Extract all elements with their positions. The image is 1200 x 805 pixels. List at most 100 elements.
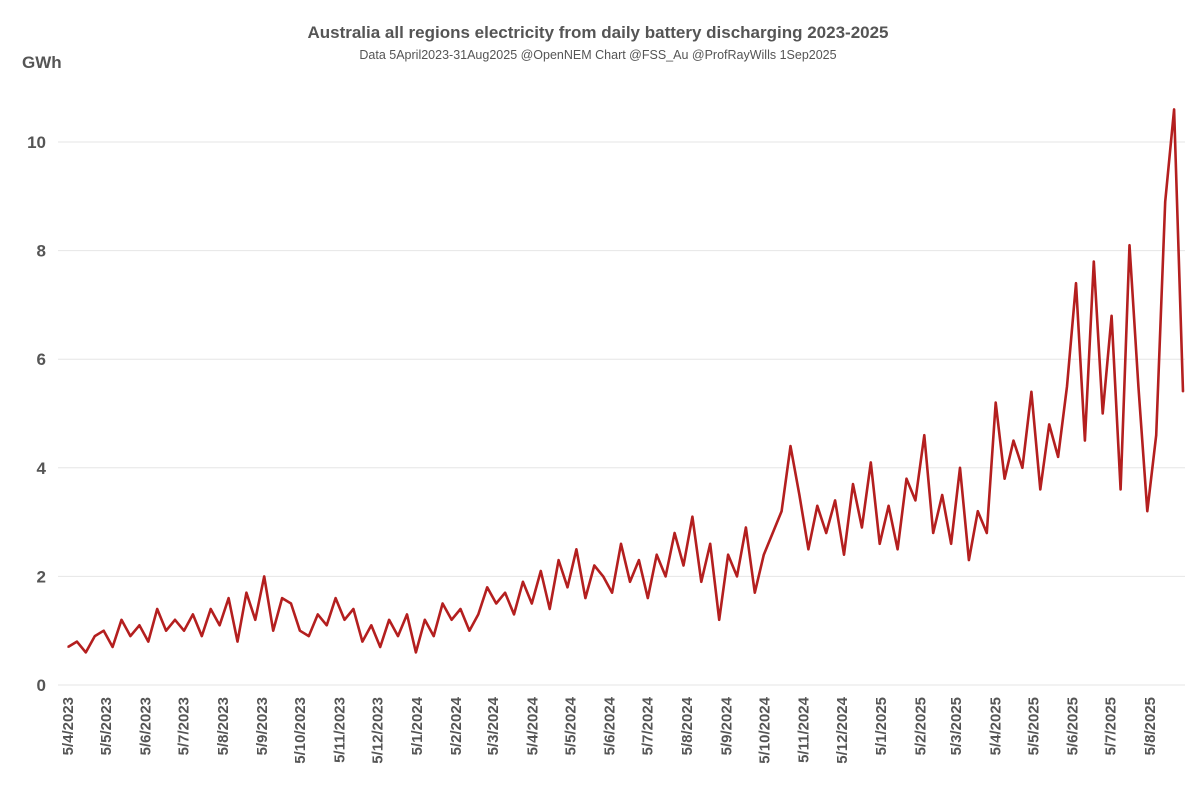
x-tick-label: 5/4/2023 — [60, 697, 77, 755]
data-point — [700, 581, 703, 583]
data-point — [1155, 434, 1158, 437]
data-point — [638, 559, 640, 561]
data-point — [415, 651, 417, 654]
data-point — [209, 608, 212, 610]
x-tick-label: 5/9/2024 — [718, 696, 735, 755]
data-point — [1173, 108, 1175, 111]
data-point — [789, 445, 792, 447]
y-tick-label: 2 — [37, 567, 46, 586]
x-tick-label: 5/7/2024 — [640, 696, 657, 755]
data-point — [1030, 390, 1033, 393]
x-tick-label: 5/7/2025 — [1103, 697, 1120, 755]
data-point — [745, 526, 747, 529]
data-point — [192, 613, 194, 616]
x-tick-label: 5/2/2025 — [912, 697, 929, 755]
x-tick-label: 5/2/2024 — [448, 696, 465, 755]
data-point — [1101, 412, 1104, 415]
series-line — [67, 108, 1185, 654]
x-tick-label: 5/6/2025 — [1065, 697, 1082, 755]
data-point — [477, 613, 480, 616]
data-point — [468, 629, 471, 632]
data-point — [887, 505, 890, 507]
data-point — [93, 635, 96, 637]
x-tick-label: 5/8/2023 — [215, 697, 232, 755]
data-point — [727, 553, 729, 556]
data-point — [183, 629, 185, 632]
data-point — [459, 608, 462, 610]
data-point — [76, 640, 78, 643]
data-point — [548, 608, 551, 610]
data-point — [165, 629, 167, 632]
x-tick-label: 5/12/2023 — [370, 697, 387, 764]
data-point — [379, 646, 382, 648]
data-point — [878, 543, 881, 545]
data-point — [1048, 423, 1050, 426]
data-point — [994, 401, 997, 404]
data-point — [388, 619, 390, 621]
x-tick-label: 5/4/2024 — [524, 696, 541, 755]
data-point — [825, 532, 827, 534]
y-tick-label: 0 — [37, 676, 46, 695]
x-tick-label: 5/6/2023 — [137, 697, 154, 755]
data-point — [227, 597, 230, 599]
data-point — [513, 613, 515, 616]
x-tick-label: 5/4/2025 — [987, 697, 1004, 755]
data-point — [67, 646, 69, 648]
data-point — [977, 510, 979, 513]
data-point — [138, 624, 141, 627]
data-point — [308, 635, 310, 637]
y-axis-ticks: 0 2 4 6 8 10 — [27, 133, 46, 695]
data-point — [263, 575, 266, 578]
data-point — [923, 434, 926, 437]
data-point — [504, 591, 506, 594]
data-point — [397, 635, 399, 637]
data-point — [156, 608, 158, 610]
data-point — [1012, 439, 1015, 442]
data-point — [325, 624, 328, 627]
data-point — [147, 640, 150, 643]
y-tick-label: 6 — [37, 350, 46, 369]
y-tick-label: 8 — [37, 242, 46, 261]
data-point — [352, 608, 355, 610]
data-point — [486, 586, 489, 589]
data-point — [495, 602, 497, 605]
data-point — [655, 553, 658, 556]
data-point — [290, 602, 292, 605]
data-point — [1084, 439, 1086, 442]
data-point — [611, 591, 613, 594]
data-point — [932, 532, 935, 534]
data-point — [852, 483, 854, 485]
data-point — [959, 467, 961, 469]
data-point — [647, 597, 649, 599]
x-tick-label: 5/5/2024 — [562, 696, 579, 755]
data-point — [1003, 477, 1006, 480]
data-point — [1110, 314, 1113, 317]
data-point — [566, 586, 569, 589]
data-point — [254, 619, 257, 621]
data-point — [754, 591, 756, 594]
data-point — [896, 548, 899, 551]
chart-subtitle: Data 5April2023-31Aug2025 @OpenNEM Chart… — [359, 48, 836, 62]
data-point — [593, 564, 596, 567]
data-point — [245, 591, 248, 594]
data-point — [557, 559, 560, 561]
data-point — [334, 597, 337, 599]
data-point — [1075, 282, 1077, 284]
data-point — [575, 548, 578, 551]
data-point — [111, 646, 114, 648]
data-point — [798, 494, 801, 496]
data-point — [343, 619, 346, 621]
x-tick-label: 5/9/2023 — [254, 697, 271, 755]
data-point — [985, 532, 988, 534]
data-point — [218, 624, 221, 627]
x-tick-label: 5/3/2025 — [948, 697, 965, 755]
x-tick-label: 5/5/2023 — [98, 697, 115, 755]
data-point — [620, 543, 622, 545]
x-tick-label: 5/10/2024 — [756, 696, 773, 763]
y-axis-label: GWh — [22, 53, 62, 72]
data-point — [539, 570, 542, 572]
data-point — [85, 651, 87, 654]
data-point — [1182, 390, 1184, 393]
x-tick-label: 5/12/2024 — [834, 696, 851, 763]
